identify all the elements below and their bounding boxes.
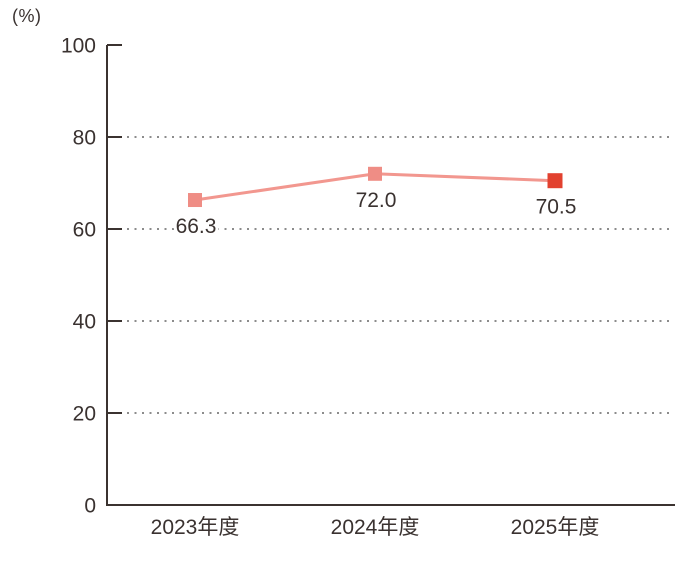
data-point-marker bbox=[547, 173, 563, 189]
data-point-label: 72.0 bbox=[356, 189, 397, 212]
y-tick-label: 80 bbox=[73, 127, 96, 150]
data-point-marker bbox=[368, 166, 382, 181]
y-tick-label: 60 bbox=[73, 219, 96, 242]
y-tick-label: 40 bbox=[73, 311, 96, 334]
y-axis-unit-label: (%) bbox=[12, 6, 42, 26]
data-point-marker bbox=[188, 193, 202, 208]
x-category-label: 2025年度 bbox=[511, 516, 600, 539]
data-point-label: 70.5 bbox=[536, 196, 577, 219]
data-point-label: 66.3 bbox=[176, 215, 217, 238]
y-tick-label: 0 bbox=[84, 495, 96, 518]
y-tick-label: 20 bbox=[73, 403, 96, 426]
y-tick-label: 100 bbox=[61, 35, 96, 58]
x-category-label: 2023年度 bbox=[151, 516, 240, 539]
x-category-label: 2024年度 bbox=[331, 516, 420, 539]
